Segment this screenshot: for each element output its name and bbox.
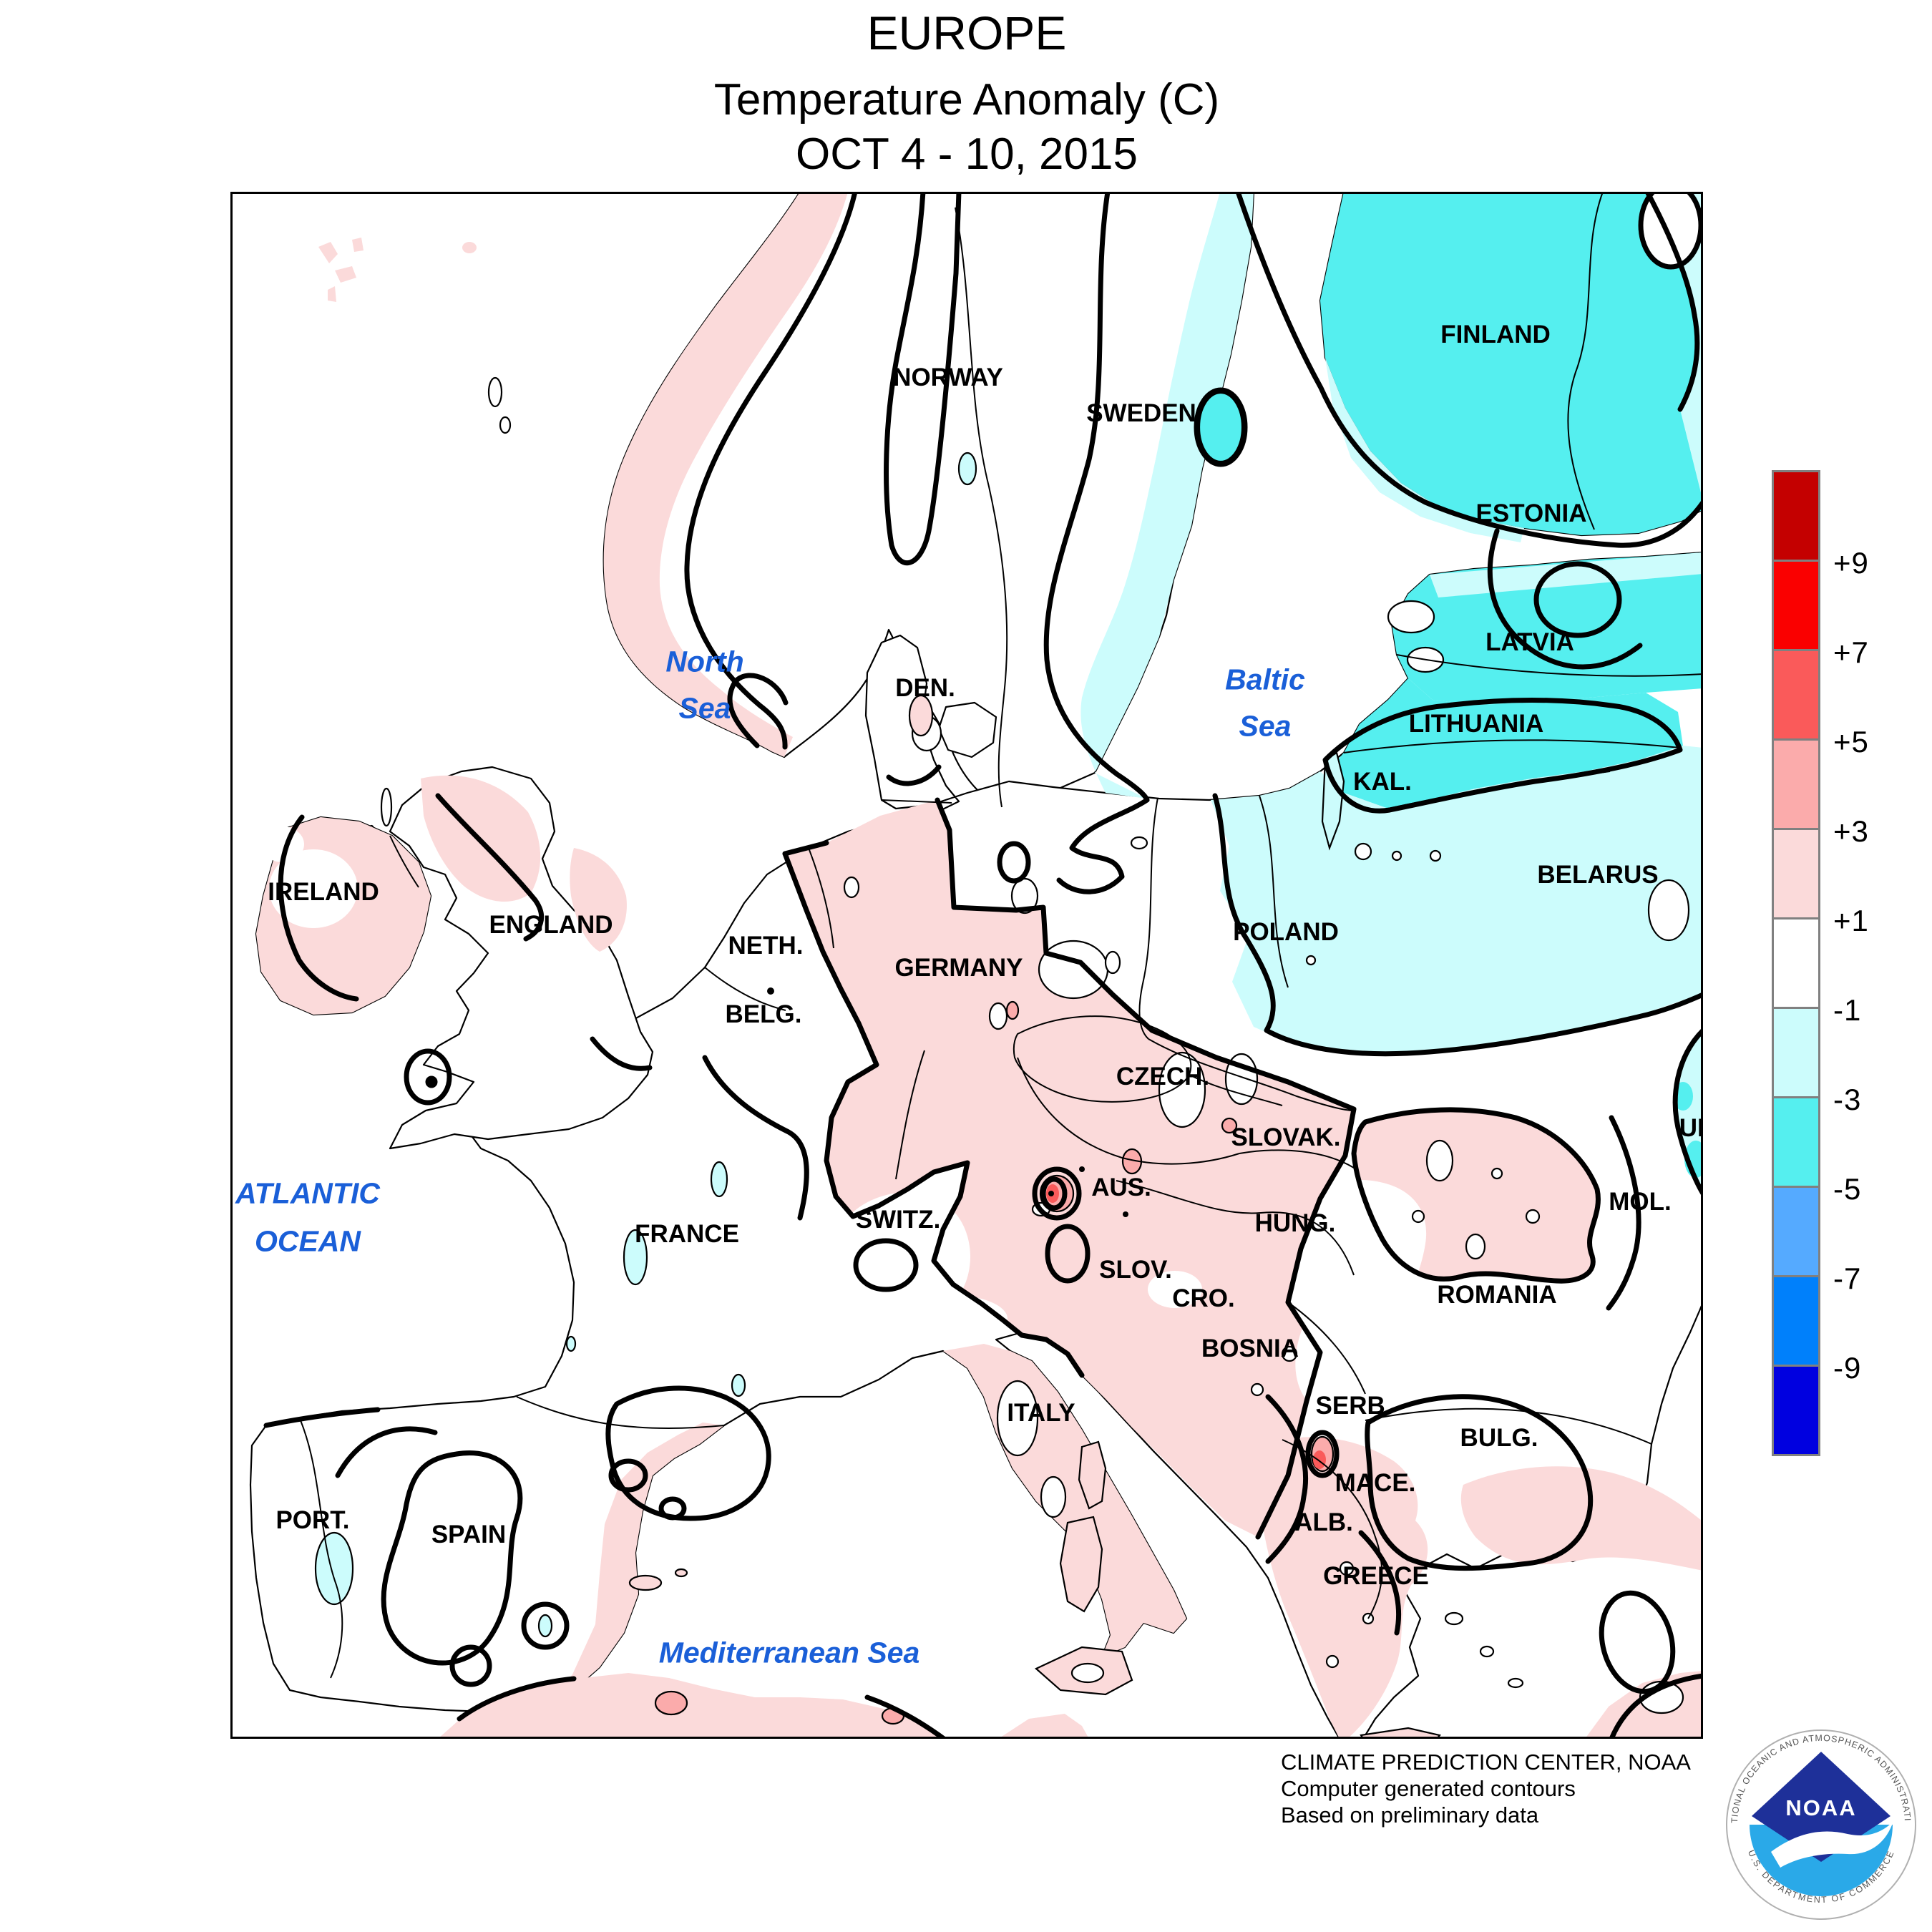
country-label-romania: ROMANIA — [1437, 1281, 1557, 1309]
legend-swatch-8 — [1772, 1186, 1820, 1277]
sea-label-north: North — [665, 645, 744, 678]
country-label-sweden: SWEDEN — [1086, 399, 1196, 427]
country-label-uk: UK — [1679, 1114, 1703, 1142]
legend-colorbar — [1772, 470, 1820, 1456]
sea-label-sea: Sea — [678, 691, 731, 725]
country-label-serb: SERB. — [1315, 1392, 1392, 1420]
legend-tick-5: +5 — [1833, 725, 1869, 758]
country-label-latvia: LATVIA — [1485, 628, 1574, 656]
legend-swatch-3 — [1772, 738, 1820, 830]
country-label-greece: GREECE — [1323, 1562, 1429, 1590]
page-title: EUROPE — [867, 6, 1067, 59]
legend-tick-3: +3 — [1833, 814, 1869, 848]
country-label-poland: POLAND — [1233, 918, 1339, 946]
country-label-spain: SPAIN — [431, 1521, 507, 1548]
country-label-italy: ITALY — [1007, 1399, 1075, 1427]
legend-swatch-1 — [1772, 560, 1820, 651]
country-label-ireland: IRELAND — [268, 878, 379, 906]
map-frame: NORWAY SWEDEN FINLAND ESTONIA LATVIA LITHUANI… — [230, 192, 1703, 1739]
country-label-england: ENGLAND — [489, 911, 613, 939]
sea-label-atlantic: ATLANTIC — [235, 1176, 380, 1210]
noaa-logo-gull-icon — [1771, 1821, 1893, 1868]
legend-tick-7: -7 — [1833, 1262, 1862, 1295]
legend-swatch-7 — [1772, 1096, 1820, 1188]
country-label-kal: KAL. — [1353, 768, 1412, 796]
sea-label-mediterraneansea: Mediterranean Sea — [658, 1636, 920, 1669]
country-label-bulg: BULG. — [1460, 1424, 1538, 1452]
legend-tick-1: -1 — [1833, 993, 1862, 1027]
page-subtitle: Temperature Anomaly (C) — [713, 75, 1220, 125]
country-label-france: FRANCE — [635, 1220, 739, 1248]
date-range: OCT 4 - 10, 2015 — [796, 130, 1138, 179]
noaa-logo-sky-diamond — [1752, 1752, 1890, 1862]
legend-tick-1: +1 — [1833, 904, 1869, 937]
legend-swatch-0 — [1772, 470, 1820, 562]
sea-label-ocean: OCEAN — [254, 1224, 361, 1258]
country-label-belg: BELG. — [725, 1000, 802, 1028]
country-label-norway: NORWAY — [893, 364, 1003, 391]
sea-label-sea: Sea — [1239, 709, 1292, 743]
legend-swatch-10 — [1772, 1365, 1820, 1456]
country-label-czech: CZECH. — [1116, 1063, 1210, 1091]
country-label-mol: MOL. — [1609, 1188, 1672, 1216]
country-label-germany: GERMANY — [894, 954, 1023, 982]
country-label-alb: ALB. — [1294, 1508, 1353, 1536]
country-label-switz: SWITZ. — [855, 1206, 941, 1234]
credits-line-3: Based on preliminary data — [1281, 1802, 1539, 1828]
map-label-layer: NORWAY SWEDEN FINLAND ESTONIA LATVIA LITHUANI… — [230, 192, 1703, 1739]
legend-swatch-2 — [1772, 649, 1820, 741]
legend-tick-3: -3 — [1833, 1083, 1862, 1116]
sea-label-baltic: Baltic — [1225, 663, 1305, 696]
noaa-logo-acronym: NOAA — [1785, 1795, 1856, 1820]
country-label-den: DEN. — [895, 674, 955, 702]
country-label-estonia: ESTONIA — [1475, 499, 1587, 527]
credits: CLIMATE PREDICTION CENTER, NOAA Computer… — [1281, 1749, 1691, 1828]
legend-tick-9: +9 — [1833, 546, 1869, 580]
legend-swatch-5 — [1772, 917, 1820, 1009]
legend-swatch-9 — [1772, 1275, 1820, 1367]
credits-line-1: CLIMATE PREDICTION CENTER, NOAA — [1281, 1750, 1691, 1775]
country-label-cro: CRO. — [1172, 1284, 1235, 1312]
country-label-mace: MACE. — [1335, 1469, 1416, 1497]
country-label-finland: FINLAND — [1440, 321, 1551, 348]
country-label-slov: SLOV. — [1099, 1256, 1172, 1284]
country-label-lithuania: LITHUANIA — [1408, 710, 1544, 738]
country-label-neth: NETH. — [728, 932, 804, 960]
country-label-slovak: SLOVAK. — [1231, 1123, 1341, 1151]
legend-tick-5: -5 — [1833, 1172, 1862, 1206]
country-label-belarus: BELARUS — [1537, 861, 1659, 889]
country-label-aus: AUS. — [1091, 1174, 1151, 1201]
country-label-bosnia: BOSNIA — [1201, 1335, 1299, 1362]
legend-swatch-6 — [1772, 1007, 1820, 1098]
legend-tick-9: -9 — [1833, 1351, 1862, 1385]
europe-anomaly-map — [230, 192, 1703, 1739]
credits-line-2: Computer generated contours — [1281, 1776, 1576, 1801]
country-label-port: PORT. — [275, 1506, 350, 1534]
legend-swatch-4 — [1772, 828, 1820, 919]
country-label-hung: HUNG. — [1254, 1209, 1336, 1237]
legend-tick-7: +7 — [1833, 635, 1869, 669]
